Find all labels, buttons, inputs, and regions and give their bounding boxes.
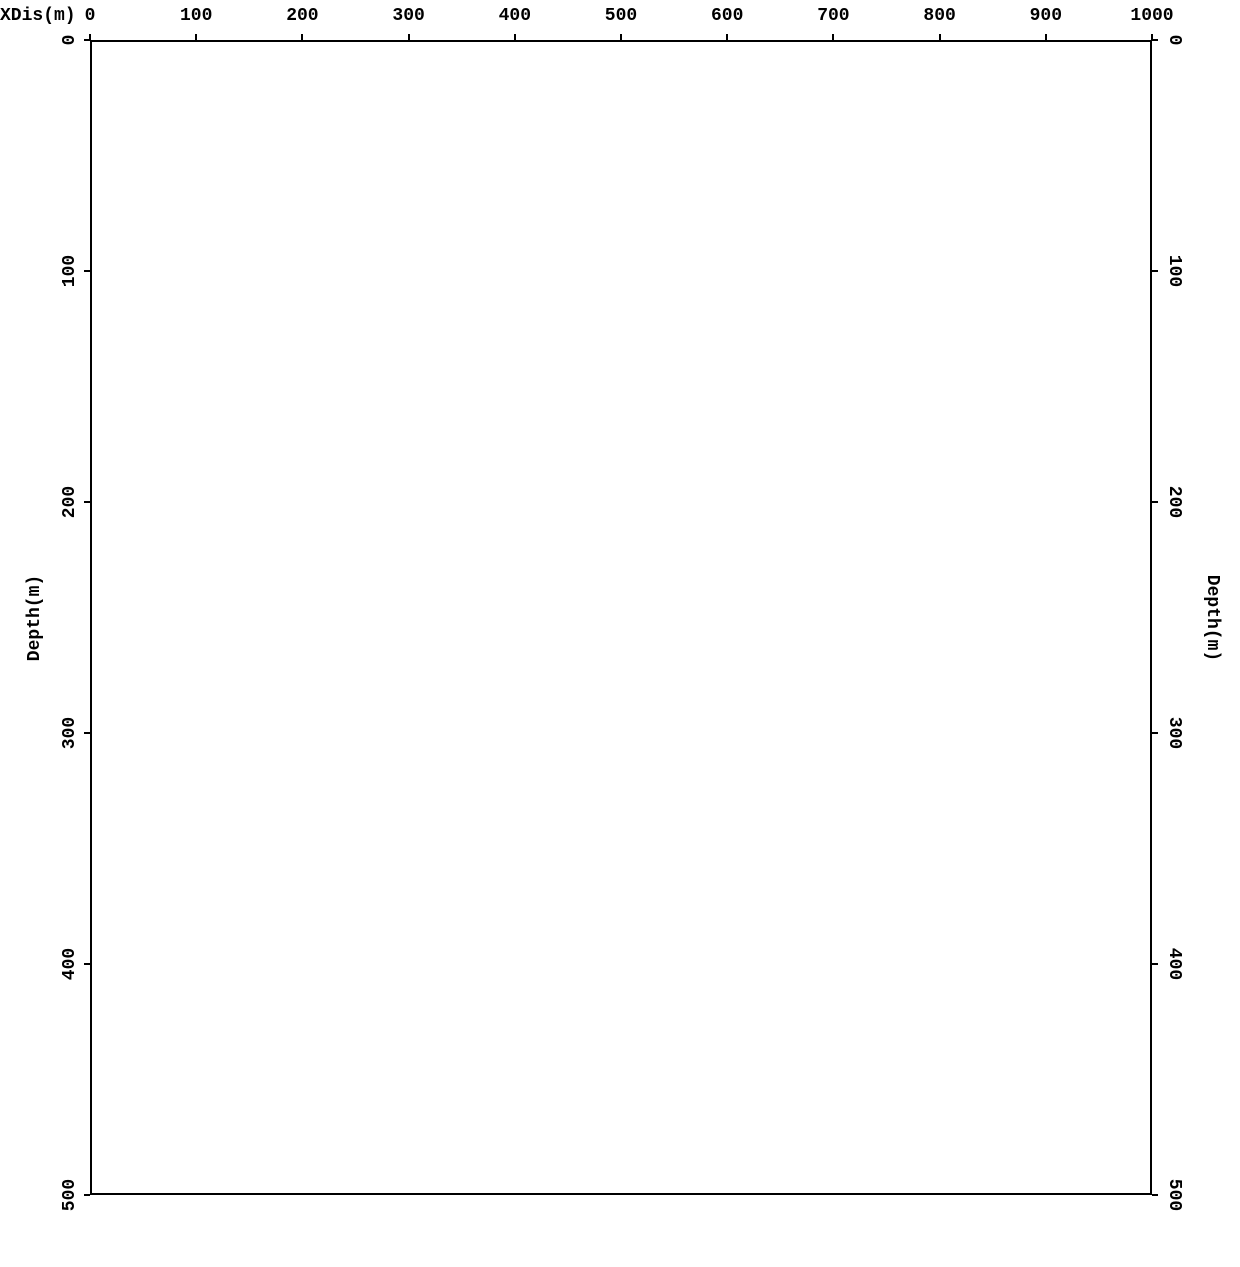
y-right-tick-mark xyxy=(1152,39,1158,41)
x-tick-label: 200 xyxy=(286,6,318,26)
x-tick-label: 900 xyxy=(1030,6,1062,26)
y-right-tick-mark xyxy=(1152,501,1158,503)
y-left-tick-label: 300 xyxy=(60,717,80,749)
y-left-tick-mark xyxy=(84,39,90,41)
x-tick-label: 600 xyxy=(711,6,743,26)
x-tick-label: 500 xyxy=(605,6,637,26)
y-right-tick-mark xyxy=(1152,1194,1158,1196)
y-right-tick-label: 300 xyxy=(1164,717,1184,749)
y-left-tick-mark xyxy=(84,270,90,272)
y-left-tick-mark xyxy=(84,732,90,734)
x-tick-label: 0 xyxy=(85,6,96,26)
y-left-tick-label: 100 xyxy=(60,255,80,287)
depth-distance-chart: XDis(m) 01002003004005006007008009001000… xyxy=(0,0,1240,1267)
plot-area xyxy=(90,40,1152,1195)
y-left-tick-mark xyxy=(84,963,90,965)
y-axis-right-label: Depth(m) xyxy=(1202,574,1222,660)
y-left-tick-label: 200 xyxy=(60,486,80,518)
x-tick-label: 800 xyxy=(923,6,955,26)
x-tick-label: 400 xyxy=(499,6,531,26)
y-left-tick-mark xyxy=(84,1194,90,1196)
x-tick-label: 300 xyxy=(392,6,424,26)
x-tick-label: 100 xyxy=(180,6,212,26)
x-axis-label: XDis(m) xyxy=(0,6,76,26)
y-right-tick-label: 200 xyxy=(1164,486,1184,518)
y-right-tick-label: 0 xyxy=(1164,35,1184,46)
y-right-tick-mark xyxy=(1152,732,1158,734)
y-left-tick-mark xyxy=(84,501,90,503)
y-right-tick-mark xyxy=(1152,270,1158,272)
y-left-tick-label: 400 xyxy=(60,948,80,980)
y-left-tick-label: 500 xyxy=(60,1179,80,1211)
x-tick-label: 1000 xyxy=(1130,6,1173,26)
y-axis-left-label: Depth(m) xyxy=(25,574,45,660)
x-tick-label: 700 xyxy=(817,6,849,26)
y-right-tick-mark xyxy=(1152,963,1158,965)
y-right-tick-label: 500 xyxy=(1164,1179,1184,1211)
y-left-tick-label: 0 xyxy=(60,35,80,46)
y-right-tick-label: 100 xyxy=(1164,255,1184,287)
y-right-tick-label: 400 xyxy=(1164,948,1184,980)
